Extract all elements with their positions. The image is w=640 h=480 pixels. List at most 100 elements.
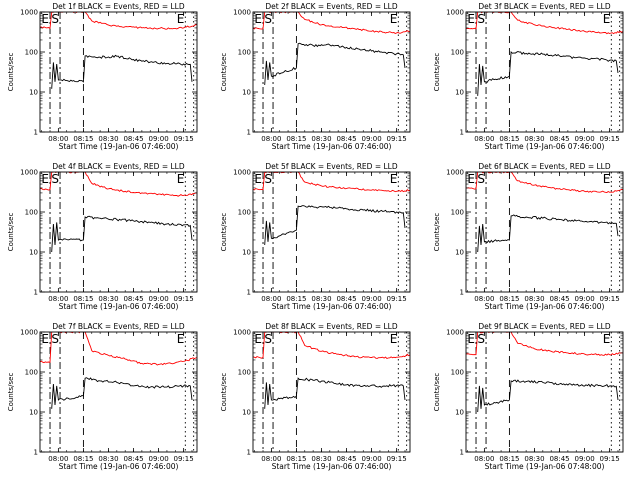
marker-label: E <box>177 12 185 26</box>
x-tick-label: 08:15 <box>73 295 93 303</box>
plot-frame <box>252 331 411 453</box>
x-tick-label: 08:15 <box>73 135 93 143</box>
y-tick-label: 10 <box>455 249 464 257</box>
x-axis-label: Start Time (19-Jan-06 07:46:00) <box>485 142 605 151</box>
x-axis-label: Start Time (19-Jan-06 07:46:00) <box>272 142 392 151</box>
y-tick-label: 1000 <box>20 169 38 177</box>
panel-det-3: Det 3f BLACK = Events, RED = LLD 1 10 100 10… <box>433 2 624 151</box>
x-tick-label: 08:15 <box>499 455 519 463</box>
y-axis-label: Counts/sec <box>220 373 228 412</box>
y-tick-label: 1 <box>34 449 38 457</box>
marker-label: E <box>390 12 398 26</box>
x-tick-label: 08:00 <box>261 455 281 463</box>
y-axis-label: Counts/sec <box>7 373 15 412</box>
y-tick-label: 100 <box>451 49 464 57</box>
x-tick-label: 08:30 <box>98 135 118 143</box>
panel-det-2: Det 2f BLACK = Events, RED = LLD 1 10 100 10… <box>220 2 411 151</box>
y-tick-label: 100 <box>451 209 464 217</box>
x-tick-label: 09:15 <box>387 455 407 463</box>
series-line-events <box>477 379 619 413</box>
y-tick-label: 100 <box>238 209 251 217</box>
marker-label: E <box>254 332 262 346</box>
x-tick-label: 08:45 <box>549 455 569 463</box>
marker-label: E <box>41 172 49 186</box>
plot-area <box>40 12 197 132</box>
panel-title: Det 7f BLACK = Events, RED = LLD <box>52 322 185 331</box>
plot-frame <box>39 171 198 293</box>
plot-frame <box>465 331 624 453</box>
x-tick-label: 08:00 <box>261 135 281 143</box>
x-tick-label: 08:45 <box>123 455 143 463</box>
x-axis-label: Start Time (19-Jan-06 07:46:00) <box>59 142 179 151</box>
x-tick-label: 08:30 <box>524 295 544 303</box>
panel-det-4: Det 4f BLACK = Events, RED = LLD 1 10 100 10… <box>7 162 198 311</box>
panel-title: Det 2f BLACK = Events, RED = LLD <box>265 2 398 11</box>
x-tick-label: 09:00 <box>361 295 381 303</box>
y-tick-label: 1 <box>460 129 464 137</box>
marker-label: S <box>51 12 59 26</box>
plot-area <box>40 172 197 292</box>
series-line-events <box>264 377 406 409</box>
plot-area <box>253 172 410 292</box>
y-tick-label: 1000 <box>233 169 251 177</box>
marker-label: E <box>467 172 475 186</box>
x-tick-label: 08:30 <box>311 295 331 303</box>
y-tick-label: 100 <box>25 49 38 57</box>
y-tick-label: 10 <box>242 89 251 97</box>
x-tick-label: 09:00 <box>148 135 168 143</box>
x-tick-label: 09:00 <box>361 135 381 143</box>
panel-title: Det 6f BLACK = Events, RED = LLD <box>478 162 611 171</box>
x-tick-label: 09:15 <box>600 135 620 143</box>
panel-title: Det 8f BLACK = Events, RED = LLD <box>265 322 398 331</box>
x-tick-label: 09:15 <box>174 295 194 303</box>
x-tick-label: 08:45 <box>336 455 356 463</box>
series-line-events <box>51 377 193 409</box>
y-axis-label: Counts/sec <box>7 213 15 252</box>
x-tick-label: 08:30 <box>524 135 544 143</box>
plot-frame <box>39 331 198 453</box>
panel-det-9: Det 9f BLACK = Events, RED = LLD 1 10 100 10… <box>433 322 624 471</box>
y-axis-label: Counts/sec <box>433 373 441 412</box>
y-tick-label: 1 <box>247 449 251 457</box>
y-tick-label: 1000 <box>446 169 464 177</box>
marker-label: E <box>41 12 49 26</box>
y-tick-label: 10 <box>242 249 251 257</box>
x-tick-label: 09:00 <box>361 455 381 463</box>
x-tick-label: 09:15 <box>600 295 620 303</box>
y-tick-label: 100 <box>25 209 38 217</box>
x-tick-label: 08:15 <box>286 135 306 143</box>
panel-det-6: Det 6f BLACK = Events, RED = LLD 1 10 100 10… <box>433 162 624 311</box>
x-axis-label: Start Time (19-Jan-06 07:46:00) <box>272 462 392 471</box>
y-tick-label: 1 <box>34 129 38 137</box>
y-tick-label: 10 <box>29 409 38 417</box>
marker-label: E <box>390 332 398 346</box>
x-axis-label: Start Time (19-Jan-06 07:46:00) <box>272 302 392 311</box>
y-axis-label: Counts/sec <box>220 53 228 92</box>
x-tick-label: 08:00 <box>474 295 494 303</box>
y-tick-label: 1 <box>247 289 251 297</box>
x-tick-label: 08:00 <box>48 455 68 463</box>
x-axis-label: Start Time (19-Jan-06 07:48:00) <box>485 462 605 471</box>
panel-det-1: Det 1f BLACK = Events, RED = LLD 1 10 100 10… <box>7 2 198 151</box>
marker-label: E <box>467 332 475 346</box>
panel-det-7: Det 7f BLACK = Events, RED = LLD 1 10 100 10… <box>7 322 198 471</box>
y-tick-label: 100 <box>238 49 251 57</box>
series-line-lld <box>466 332 623 356</box>
series-line-events <box>477 51 619 96</box>
marker-label: S <box>264 172 272 186</box>
x-tick-label: 08:45 <box>549 135 569 143</box>
y-tick-label: 10 <box>455 409 464 417</box>
panel-det-8: Det 8f BLACK = Events, RED = LLD 1 10 100 10… <box>220 322 411 471</box>
series-line-lld <box>40 12 197 30</box>
x-tick-label: 08:45 <box>549 295 569 303</box>
marker-label: S <box>51 332 59 346</box>
y-axis-label: Counts/sec <box>433 213 441 252</box>
y-axis-label: Counts/sec <box>433 53 441 92</box>
plot-area <box>466 12 623 132</box>
y-axis-label: Counts/sec <box>220 213 228 252</box>
x-tick-label: 08:00 <box>48 295 68 303</box>
x-tick-label: 08:30 <box>311 455 331 463</box>
x-tick-label: 08:30 <box>98 295 118 303</box>
plot-area <box>253 12 410 132</box>
